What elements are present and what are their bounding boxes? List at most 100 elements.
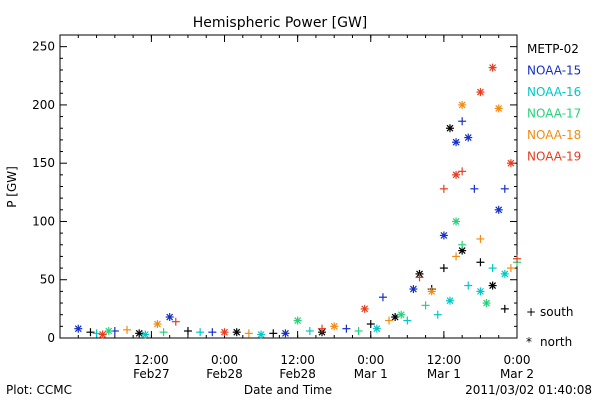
noaa-18-point-north <box>427 287 436 296</box>
plot-credit: Plot: CCMC <box>6 383 72 397</box>
legend-entry: NOAA-18 <box>527 128 581 142</box>
noaa-18-point-south <box>506 264 515 273</box>
noaa-15-point-south <box>500 184 509 193</box>
noaa-18-point-north <box>330 322 339 331</box>
metp-02-point-north <box>232 328 241 337</box>
metp-02-point-south <box>439 264 448 273</box>
noaa-19-point-south <box>458 167 467 176</box>
y-axis: 0 50 100 150 200 250 <box>32 34 517 345</box>
noaa-16-point-north <box>372 324 381 333</box>
noaa-15-point-north <box>165 313 174 322</box>
x-tick-label-time: 0:00 <box>211 353 238 367</box>
noaa-19-point-south <box>415 273 424 282</box>
noaa-19-point-south <box>439 184 448 193</box>
noaa-18-point-south <box>476 234 485 243</box>
x-tick-label-date: Feb27 <box>133 367 170 381</box>
noaa-16-point-north <box>445 296 454 305</box>
noaa-18-point-south <box>452 252 461 261</box>
noaa-17-point-north <box>104 327 113 336</box>
timestamp: 2011/03/02 01:40:08 <box>465 383 592 397</box>
noaa-17-point-south <box>421 301 430 310</box>
noaa-15-point-north <box>409 285 418 294</box>
noaa-19-point-north <box>220 328 229 337</box>
legend-entry: METP-02 <box>527 42 579 56</box>
metp-02-point-south <box>366 320 375 329</box>
noaa-17-point-south <box>458 240 467 249</box>
noaa-19-point-north <box>98 330 107 339</box>
y-tick-label: 50 <box>40 273 55 287</box>
x-tick-label-time: 0:00 <box>357 353 384 367</box>
x-tick-label-date: Mar 1 <box>427 367 461 381</box>
legend-entry: NOAA-16 <box>527 85 581 99</box>
noaa-15-point-north <box>452 138 461 147</box>
north-marker-label: north <box>540 335 572 349</box>
noaa-15-point-north <box>464 133 473 142</box>
noaa-19-point-north <box>488 63 497 72</box>
legend-entry: NOAA-15 <box>527 64 581 78</box>
metp-02-point-south <box>500 304 509 313</box>
x-tick-label-time: 12:00 <box>427 353 462 367</box>
noaa-16-point-south <box>488 264 497 273</box>
noaa-16-point-north <box>141 330 150 339</box>
noaa-19-point-north <box>452 170 461 179</box>
y-tick-label: 0 <box>47 331 55 345</box>
noaa-17-point-south <box>159 328 168 337</box>
noaa-15-point-south <box>208 328 217 337</box>
noaa-16-point-south <box>433 310 442 319</box>
y-tick-label: 100 <box>32 214 55 228</box>
metp-02-point-north <box>135 329 144 338</box>
noaa-15-point-north <box>494 205 503 214</box>
noaa-18-point-north <box>458 100 467 109</box>
legend: METP-02 NOAA-15 NOAA-16 NOAA-17 NOAA-18 NOAA-… <box>527 42 581 164</box>
south-marker-label: south <box>540 305 574 319</box>
metp-02-point-south <box>476 258 485 267</box>
y-tick-label: 250 <box>32 40 55 54</box>
metp-02-point-south <box>86 328 95 337</box>
x-tick-label-date: Feb28 <box>206 367 243 381</box>
legend-entry: NOAA-17 <box>527 107 581 121</box>
chart-title: Hemispheric Power [GW] <box>193 15 368 31</box>
marker-legend: + south * north <box>526 305 574 349</box>
noaa-17-point-north <box>482 299 491 308</box>
noaa-18-point-south <box>385 316 394 325</box>
noaa-15-point-north <box>439 231 448 240</box>
y-tick-label: 200 <box>32 98 55 112</box>
metp-02-point-north <box>391 313 400 322</box>
x-tick-label-date: Feb28 <box>279 367 316 381</box>
y-axis-label: P [GW] <box>5 166 19 208</box>
noaa-15-point-south <box>342 324 351 333</box>
noaa-19-point-north <box>476 88 485 97</box>
x-axis-label: Date and Time <box>244 383 332 397</box>
metp-02-point-south <box>183 327 192 336</box>
plot-frame <box>59 34 518 339</box>
noaa-16-point-south <box>196 328 205 337</box>
noaa-16-point-north <box>257 330 266 339</box>
x-tick-label-time: 12:00 <box>280 353 315 367</box>
metp-02-point-south <box>269 329 278 338</box>
noaa-19-point-south <box>318 324 327 333</box>
south-marker-symbol: + <box>526 305 536 319</box>
noaa-18-point-north <box>153 320 162 329</box>
noaa-19-point-south <box>513 254 521 263</box>
noaa-18-point-south <box>123 325 132 334</box>
noaa-15-point-south <box>378 293 387 302</box>
noaa-17-point-north <box>452 217 461 226</box>
noaa-16-point-south <box>305 327 314 336</box>
noaa-18-point-north <box>494 104 503 113</box>
noaa-17-point-south <box>354 327 363 336</box>
legend-entry: NOAA-19 <box>527 150 581 164</box>
noaa-15-point-north <box>74 324 83 333</box>
noaa-17-point-north <box>397 310 406 319</box>
noaa-16-point-south <box>403 316 412 325</box>
north-marker-symbol: * <box>526 335 532 349</box>
noaa-16-point-south <box>92 329 101 338</box>
noaa-19-point-north <box>360 304 369 313</box>
x-tick-label-date: Mar 1 <box>354 367 388 381</box>
noaa-16-point-north <box>476 287 485 296</box>
metp-02-point-north <box>488 281 497 290</box>
noaa-15-point-north <box>281 329 290 338</box>
noaa-19-point-north <box>506 159 515 168</box>
x-tick-label-time: 12:00 <box>134 353 169 367</box>
